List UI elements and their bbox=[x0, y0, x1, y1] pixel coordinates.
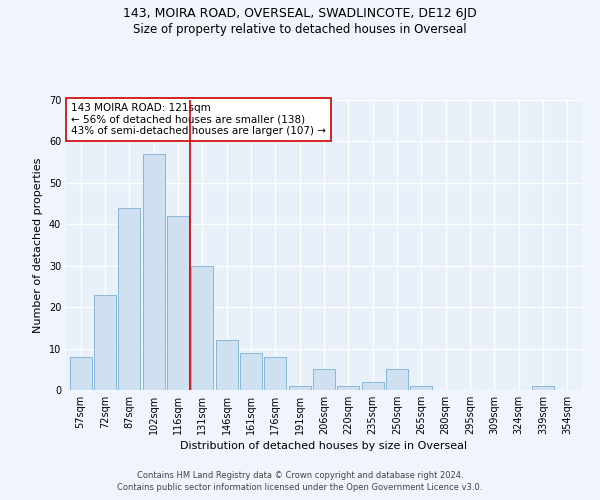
Text: Size of property relative to detached houses in Overseal: Size of property relative to detached ho… bbox=[133, 22, 467, 36]
Bar bbox=[313, 370, 335, 390]
Bar bbox=[70, 357, 92, 390]
Bar bbox=[265, 357, 286, 390]
Bar bbox=[386, 370, 408, 390]
Y-axis label: Number of detached properties: Number of detached properties bbox=[33, 158, 43, 332]
Bar bbox=[215, 340, 238, 390]
Bar bbox=[289, 386, 311, 390]
Text: 143, MOIRA ROAD, OVERSEAL, SWADLINCOTE, DE12 6JD: 143, MOIRA ROAD, OVERSEAL, SWADLINCOTE, … bbox=[123, 8, 477, 20]
X-axis label: Distribution of detached houses by size in Overseal: Distribution of detached houses by size … bbox=[181, 441, 467, 451]
Bar bbox=[191, 266, 213, 390]
Bar bbox=[118, 208, 140, 390]
Bar bbox=[167, 216, 189, 390]
Bar bbox=[362, 382, 383, 390]
Bar bbox=[410, 386, 433, 390]
Bar bbox=[532, 386, 554, 390]
Text: Contains HM Land Registry data © Crown copyright and database right 2024.
Contai: Contains HM Land Registry data © Crown c… bbox=[118, 471, 482, 492]
Bar bbox=[240, 352, 262, 390]
Bar bbox=[337, 386, 359, 390]
Bar bbox=[94, 294, 116, 390]
Text: 143 MOIRA ROAD: 121sqm
← 56% of detached houses are smaller (138)
43% of semi-de: 143 MOIRA ROAD: 121sqm ← 56% of detached… bbox=[71, 103, 326, 136]
Bar bbox=[143, 154, 164, 390]
